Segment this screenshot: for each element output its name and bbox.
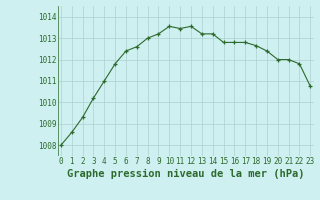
X-axis label: Graphe pression niveau de la mer (hPa): Graphe pression niveau de la mer (hPa) — [67, 169, 304, 179]
